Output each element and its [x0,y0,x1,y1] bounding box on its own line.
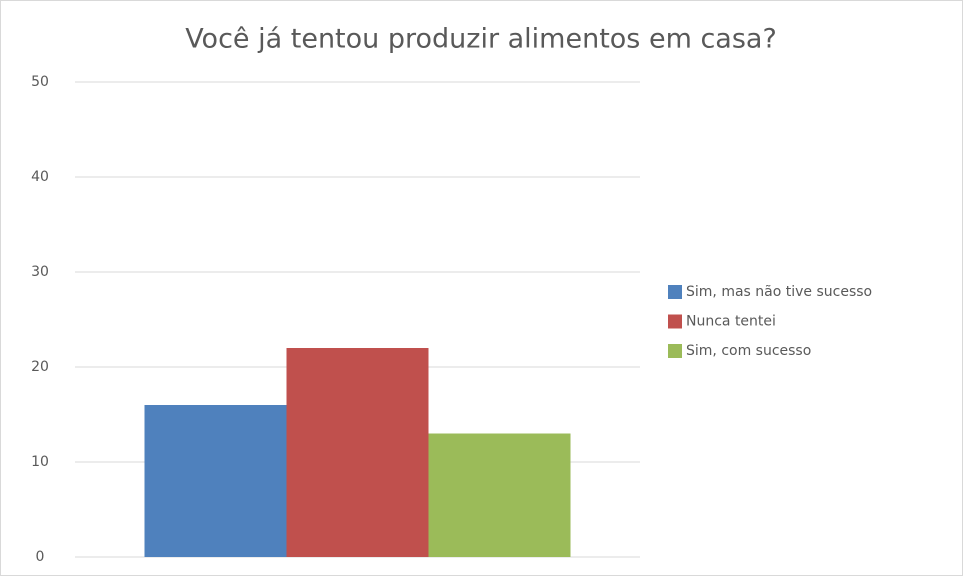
chart-title: Você já tentou produzir alimentos em cas… [185,24,777,55]
legend-swatch [668,344,682,358]
legend-label: Nunca tentei [686,314,776,330]
y-tick-label: 0 [36,549,45,565]
y-tick-label: 10 [31,454,49,470]
y-tick-label: 30 [31,264,49,280]
y-tick-label: 20 [31,359,49,375]
legend-swatch [668,314,682,329]
bar [428,433,571,557]
y-tick-label: 40 [31,169,49,185]
legend-label: Sim, mas não tive sucesso [686,284,872,300]
legend-swatch [668,285,682,299]
bar [144,405,287,557]
bar [286,348,429,557]
legend-label: Sim, com sucesso [686,343,811,359]
y-tick-label: 50 [31,74,49,90]
